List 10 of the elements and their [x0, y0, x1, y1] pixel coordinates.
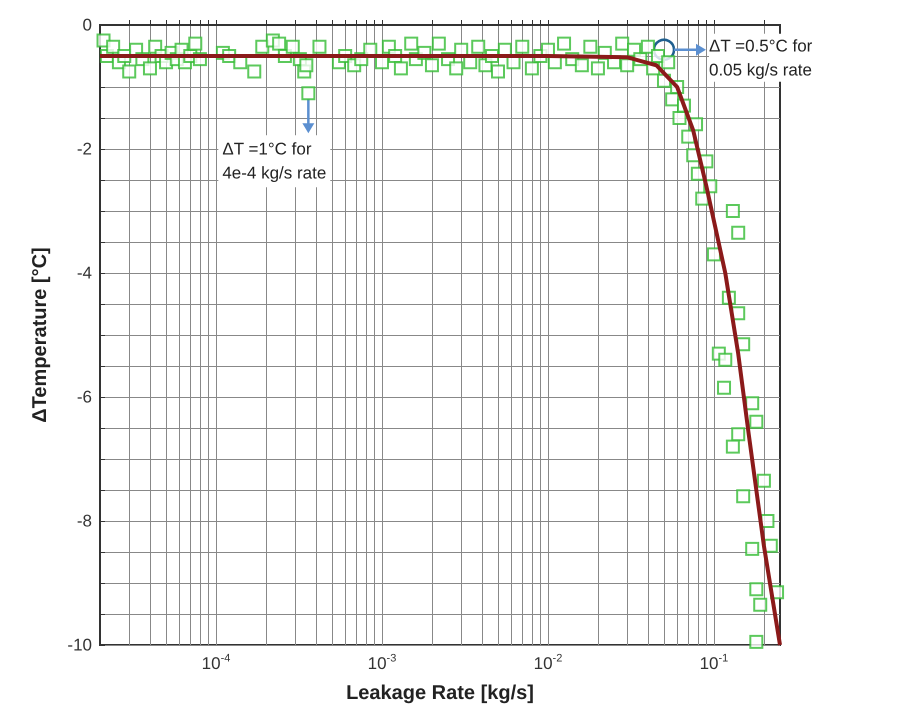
- annotation: ΔT =0.5°C for 0.05 kg/s rate: [708, 36, 813, 80]
- y-tick-label: -8: [76, 512, 92, 530]
- y-tick-label: -2: [76, 140, 92, 158]
- annotation: ΔT =1°C for 4e-4 kg/s rate: [222, 140, 326, 183]
- y-tick-label: -6: [76, 388, 92, 406]
- x-axis-title: Leakage Rate [kg/s]: [346, 682, 534, 704]
- y-axis-title: ΔTemperature [°C]: [29, 247, 51, 423]
- y-tick-label: 0: [82, 16, 92, 34]
- y-tick-label: -10: [67, 636, 92, 654]
- y-tick-label: -4: [76, 264, 92, 282]
